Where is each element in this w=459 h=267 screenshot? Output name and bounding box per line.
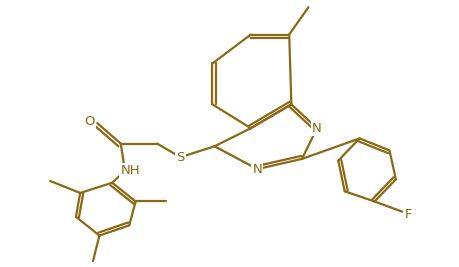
Text: O: O bbox=[84, 115, 95, 128]
Text: N: N bbox=[252, 163, 262, 176]
Text: N: N bbox=[312, 122, 322, 135]
Text: F: F bbox=[405, 208, 412, 221]
Text: S: S bbox=[176, 151, 185, 164]
Text: NH: NH bbox=[120, 164, 140, 177]
